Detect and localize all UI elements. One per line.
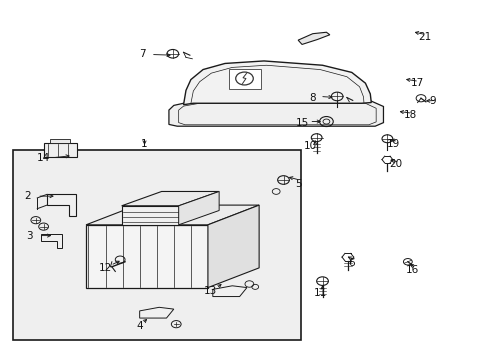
Polygon shape [183,61,370,105]
Text: 15: 15 [295,118,308,128]
Text: 10: 10 [303,141,316,151]
Text: 20: 20 [388,159,402,169]
Polygon shape [212,286,246,297]
Polygon shape [168,101,383,126]
Bar [228,69,260,89]
Text: 19: 19 [386,139,399,149]
Bar [13,149,300,339]
Text: 4: 4 [136,321,142,331]
Text: 5: 5 [294,179,301,189]
Text: 8: 8 [309,93,315,103]
Text: 17: 17 [410,78,424,88]
Text: 1: 1 [141,139,147,149]
Polygon shape [86,205,259,225]
Text: 6: 6 [348,258,354,268]
Polygon shape [47,194,76,216]
Bar [50,139,70,143]
Text: 9: 9 [428,96,435,106]
Bar [43,143,77,157]
Text: 2: 2 [24,191,31,201]
Text: 3: 3 [26,231,33,240]
Polygon shape [122,192,219,206]
Polygon shape [178,192,219,225]
Text: 18: 18 [403,111,416,121]
Text: 14: 14 [37,153,50,163]
Polygon shape [207,205,259,288]
Polygon shape [298,32,329,44]
Text: 13: 13 [203,286,217,296]
Text: 7: 7 [139,49,145,59]
Text: 21: 21 [417,32,430,41]
Text: 11: 11 [313,288,326,298]
Bar [86,225,207,288]
Polygon shape [140,307,173,318]
Text: 16: 16 [405,265,419,275]
Polygon shape [41,234,61,248]
Text: 12: 12 [99,263,112,273]
Bar [122,206,179,225]
